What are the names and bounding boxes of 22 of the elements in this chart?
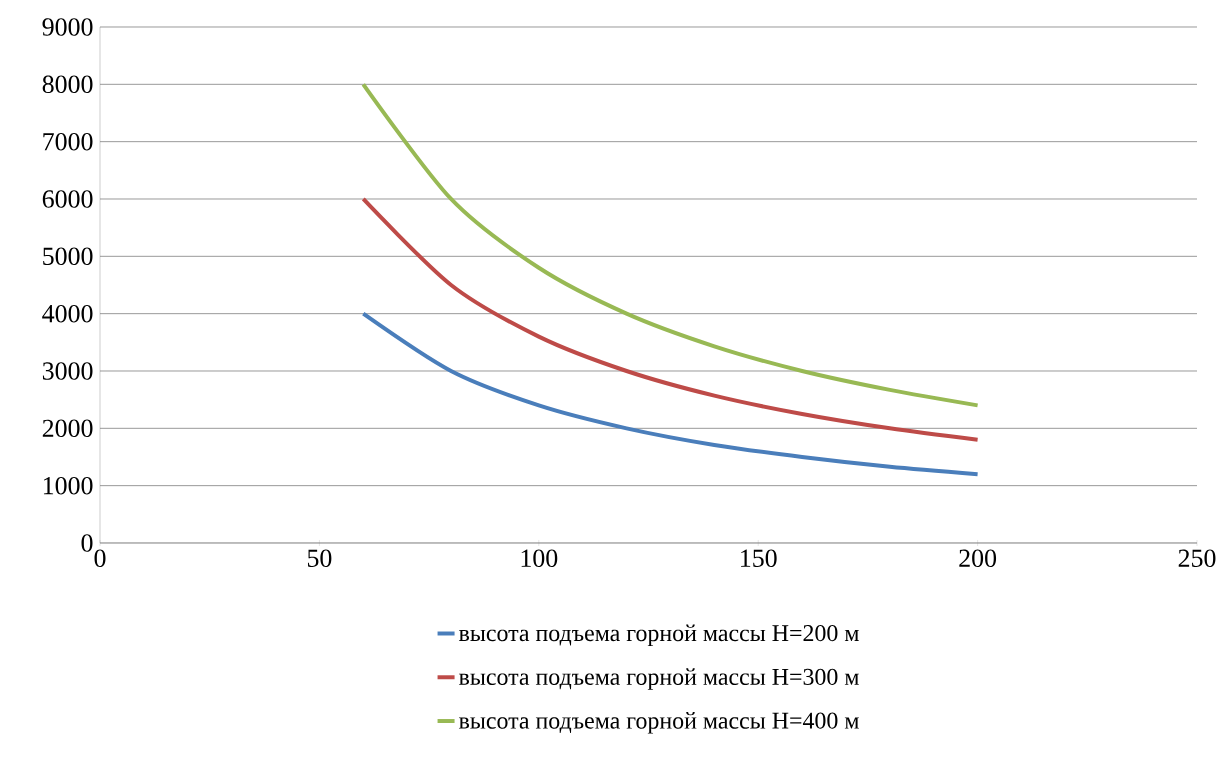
y-tick-label: 8000: [42, 75, 93, 94]
line-series: [361, 196, 980, 442]
line-series: [361, 311, 980, 477]
y-tick-label: 7000: [43, 132, 93, 151]
legend-label: высота подъема горной массы H=400 м: [458, 712, 859, 734]
legend-label: высота подъема горной массы H=200 м: [458, 624, 859, 647]
y-tick-label: 5000: [43, 247, 93, 266]
y-tick-label: 0: [81, 534, 93, 552]
x-tick-label: 150: [741, 549, 777, 567]
y-tick-label: 6000: [42, 190, 93, 208]
x-tick-label: 250: [1178, 549, 1216, 567]
y-tick-label: 1000: [43, 476, 93, 495]
x-tick-label: 0: [94, 549, 106, 567]
legend-label: высота подъема горной массы H=300 м: [458, 668, 859, 690]
y-tick-label: 9000: [42, 18, 93, 36]
x-tick-label: 50: [307, 549, 332, 567]
x-tick-label: 100: [521, 549, 558, 567]
line-series: [361, 82, 980, 408]
y-tick-label: 3000: [42, 362, 93, 380]
y-tick-label: 4000: [42, 304, 93, 323]
y-tick-label: 2000: [42, 419, 93, 438]
x-tick-label: 200: [959, 549, 997, 567]
